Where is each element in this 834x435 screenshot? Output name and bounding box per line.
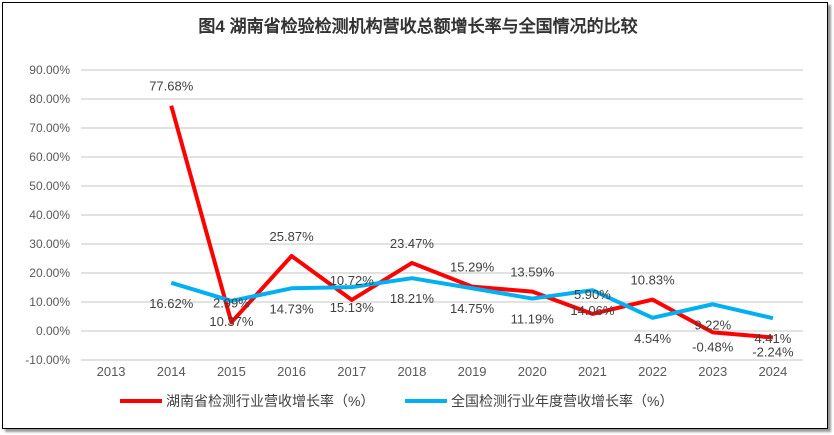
x-tick-label: 2018 (397, 364, 426, 379)
data-label: 14.73% (270, 301, 315, 316)
x-tick-label: 2013 (97, 364, 126, 379)
data-label: 4.41% (754, 331, 791, 346)
data-label: 11.19% (511, 312, 555, 327)
x-tick-label: 2017 (337, 364, 366, 379)
y-tick-label: 30.00% (29, 237, 70, 251)
data-label: 4.54% (634, 331, 671, 346)
y-tick-label: 0.00% (36, 324, 70, 338)
data-label: 5.90% (574, 287, 611, 302)
data-label: 14.06% (570, 303, 615, 318)
data-label: 9.22% (694, 317, 731, 332)
x-tick-label: 2021 (578, 364, 607, 379)
legend-label: 全国检测行业年度营收增长率（%） (451, 393, 673, 409)
data-label: 77.68% (149, 79, 194, 94)
data-label: 18.21% (390, 291, 435, 306)
x-tick-label: 2014 (157, 364, 186, 379)
y-tick-label: 10.00% (29, 295, 70, 309)
x-tick-label: 2022 (638, 364, 667, 379)
data-label: 2.99% (213, 295, 250, 310)
y-tick-label: 70.00% (29, 121, 70, 135)
x-tick-label: 2016 (277, 364, 306, 379)
data-label: 10.72% (330, 273, 375, 288)
x-tick-label: 2024 (758, 364, 787, 379)
data-label: 14.75% (450, 301, 495, 316)
chart-title: 图4 湖南省检验检测机构营收总额增长率与全国情况的比较 (198, 16, 637, 36)
data-label: 23.47% (390, 236, 435, 251)
data-label: 15.29% (450, 260, 495, 275)
data-label: 16.62% (149, 296, 194, 311)
legend-label: 湖南省检测行业营收增长率（%） (166, 393, 374, 409)
y-tick-label: -10.00% (25, 353, 70, 367)
data-label: -0.48% (692, 339, 734, 354)
data-label: 25.87% (270, 229, 315, 244)
x-tick-label: 2015 (217, 364, 246, 379)
data-label: 13.59% (510, 265, 555, 280)
y-tick-label: 90.00% (29, 63, 70, 77)
y-tick-label: 40.00% (29, 208, 70, 222)
x-tick-label: 2019 (458, 364, 487, 379)
data-label: 10.37% (209, 314, 254, 329)
data-label: 15.13% (330, 300, 375, 315)
data-label: -2.24% (752, 344, 794, 359)
y-tick-label: 60.00% (29, 150, 70, 164)
y-tick-label: 50.00% (29, 179, 70, 193)
series-line (170, 276, 774, 321)
x-tick-label: 2023 (698, 364, 727, 379)
data-label: 10.83% (631, 273, 676, 288)
y-tick-label: 80.00% (29, 92, 70, 106)
x-tick-label: 2020 (518, 364, 547, 379)
y-tick-label: 20.00% (29, 266, 70, 280)
